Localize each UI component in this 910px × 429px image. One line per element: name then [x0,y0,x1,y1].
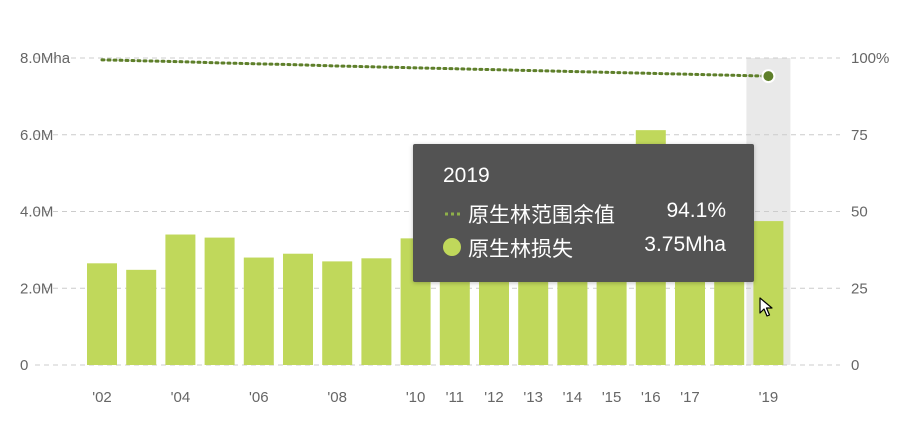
bar [165,234,196,365]
bar [753,221,784,365]
bar [243,257,274,365]
dotted-line-icon [445,212,463,216]
line-point-highlight [761,69,776,84]
x-tick-label: '04 [171,389,191,406]
x-tick-label: '14 [563,389,583,406]
left-tick-label: 6.0M [20,127,53,144]
right-tick-label: 0 [851,357,859,374]
x-tick-label: '11 [446,389,464,406]
x-tick-label: '06 [249,389,269,406]
x-tick-label: '02 [92,389,112,406]
bar [283,253,313,365]
tooltip-row-loss: 原生林损失 3.75Mha [443,233,726,263]
tooltip-extent-label: 原生林范围余值 [468,203,615,227]
tooltip-extent-value: 94.1% [666,199,726,222]
tooltip: 2019 原生林范围余值 94.1% 原生林损失 3.75Mha [413,144,754,282]
tooltip-loss-label: 原生林损失 [468,237,573,261]
x-tick-label: '17 [680,389,700,406]
bar [87,263,117,365]
x-tick-label: '19 [759,389,779,406]
x-tick-label: '08 [327,389,347,406]
bar [204,237,235,365]
bar [361,258,392,365]
left-tick-label: 8.0Mha [20,50,71,67]
right-tick-label: 50 [851,204,868,221]
left-tick-label: 4.0M [20,204,53,221]
left-axis: 0 2.0M 4.0M 6.0M 8.0Mha [20,50,71,374]
right-tick-label: 100% [851,50,889,67]
dot-icon [443,238,461,256]
right-tick-label: 75 [851,127,868,144]
line-series [100,58,776,84]
x-tick-label: '15 [602,389,622,406]
x-tick-label: '10 [406,389,426,406]
x-tick-label: '16 [641,389,661,406]
tooltip-loss-value: 3.75Mha [644,233,726,256]
x-tick-label: '13 [523,389,543,406]
x-axis: '02 '04 '06 '08 '10 '11 '12 '13 '14 '15 '16 '17 '19 [92,389,778,406]
right-axis: 0 25 50 75 100% [851,50,889,374]
line-series-path [100,58,770,78]
x-tick-label: '12 [484,389,504,406]
bar [322,261,353,365]
tooltip-row-extent: 原生林范围余值 94.1% [443,199,726,229]
tooltip-year: 2019 [443,164,490,187]
left-tick-label: 2.0M [20,280,53,297]
bar [126,269,157,365]
right-tick-label: 25 [851,280,868,297]
left-tick-label: 0 [20,357,28,374]
mouse-cursor-icon [759,297,773,317]
